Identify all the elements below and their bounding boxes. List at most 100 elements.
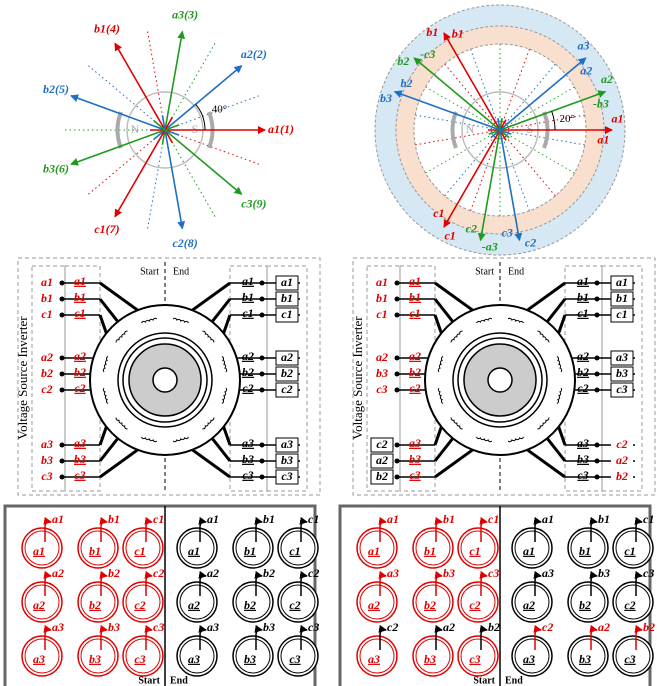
terminal-dot [594, 312, 600, 318]
phase-label: b1 [616, 291, 628, 305]
terminal-label: a1 [74, 274, 86, 288]
coil-hook [254, 624, 263, 650]
phasor-label: b1 [452, 27, 464, 41]
coil-hook [43, 624, 52, 650]
terminal-dot [394, 387, 400, 393]
terminal-label: b2 [409, 365, 421, 379]
start-label: Start [138, 675, 160, 686]
phasor-label: c1 [433, 206, 444, 220]
terminal-label: c1 [242, 306, 253, 320]
coil-inner [415, 530, 451, 566]
coil-hook [254, 516, 263, 542]
label-frame [371, 383, 393, 397]
coil-tag: a2 [52, 566, 64, 580]
label-frame [275, 382, 299, 398]
coil-inner [24, 638, 60, 674]
coil-hook [43, 516, 52, 542]
label-frame [275, 469, 299, 485]
coil-tag: b3 [108, 620, 120, 634]
coil-outer [21, 581, 63, 623]
start-label: Start [475, 266, 494, 277]
winding [450, 330, 463, 343]
winding [141, 436, 158, 443]
winding [450, 417, 463, 430]
label-frame [611, 438, 633, 452]
coil-outer [21, 635, 63, 677]
phasor-label: b2 [401, 76, 413, 90]
terminal-label: a3 [242, 436, 254, 450]
terminal-label: b3 [242, 452, 254, 466]
label-frame [275, 275, 299, 291]
coil-hook [634, 516, 643, 542]
phasor-label: c1(7) [94, 222, 119, 236]
coil-label: b2 [579, 598, 591, 612]
terminal-dot [594, 387, 600, 393]
coil-hook [299, 570, 308, 596]
coil-outer [612, 527, 654, 569]
start-label: Start [140, 266, 159, 277]
terminal-dot [259, 387, 265, 393]
coil-outer [612, 581, 654, 623]
phase-label: c1 [616, 307, 627, 321]
coil-inner [179, 638, 215, 674]
wire [210, 298, 232, 323]
coil-hook [144, 570, 153, 596]
phase-label: c2 [616, 437, 627, 451]
terminal-dot [594, 280, 600, 286]
coil-label: c2 [469, 598, 480, 612]
terminal-dot [259, 442, 265, 448]
coil-tag: c2 [387, 620, 398, 634]
coil-outer [122, 527, 164, 569]
coil-outer [457, 635, 499, 677]
coil-tag: c3 [488, 566, 499, 580]
coil-hook [434, 570, 443, 596]
terminal-dot [259, 355, 265, 361]
coil-inner [125, 584, 161, 620]
label-frame [36, 367, 58, 381]
phasor-label: b3 [380, 91, 392, 105]
label-frame [36, 351, 58, 365]
coil-tag: a1 [387, 512, 399, 526]
winding [437, 387, 444, 404]
phasor-label: a1 [597, 133, 609, 147]
winding [537, 330, 550, 343]
terminal-label: a1 [409, 274, 421, 288]
terminal-dot [59, 458, 65, 464]
label-frame [371, 292, 393, 306]
coil-tag: c1 [308, 512, 319, 526]
terminal-dot [394, 280, 400, 286]
label-frame [275, 453, 299, 469]
label-frame [610, 307, 634, 323]
wire [191, 281, 231, 312]
coil-outer [356, 581, 398, 623]
phase-label: a3 [616, 350, 628, 364]
coil-outer [176, 527, 218, 569]
phase-label: c1 [41, 307, 52, 321]
wire [98, 426, 108, 446]
terminal-dot [394, 355, 400, 361]
coil-hook [634, 624, 643, 650]
phasor [443, 32, 507, 141]
terminal-label: b1 [577, 290, 589, 304]
label-frame [370, 469, 394, 485]
coil-label: b3 [424, 652, 436, 666]
winding [507, 317, 524, 324]
coil-label: b1 [424, 544, 436, 558]
label-frame [370, 453, 394, 469]
terminal-label: c1 [409, 306, 420, 320]
coil-label: a2 [33, 598, 45, 612]
coil-tag: a2 [598, 620, 610, 634]
coil-outer [567, 527, 609, 569]
coil-hook [198, 624, 207, 650]
terminal-dot [59, 312, 65, 318]
coil-inner [570, 638, 606, 674]
coil-hook [479, 624, 488, 650]
coil-inner [514, 584, 550, 620]
label-frame [371, 276, 393, 290]
terminal-dot [594, 458, 600, 464]
label-frame [610, 350, 634, 366]
coil-tag: a1 [207, 512, 219, 526]
wire [98, 298, 120, 323]
phase-label: b2 [376, 469, 388, 483]
coil-tag: a2 [443, 620, 455, 634]
